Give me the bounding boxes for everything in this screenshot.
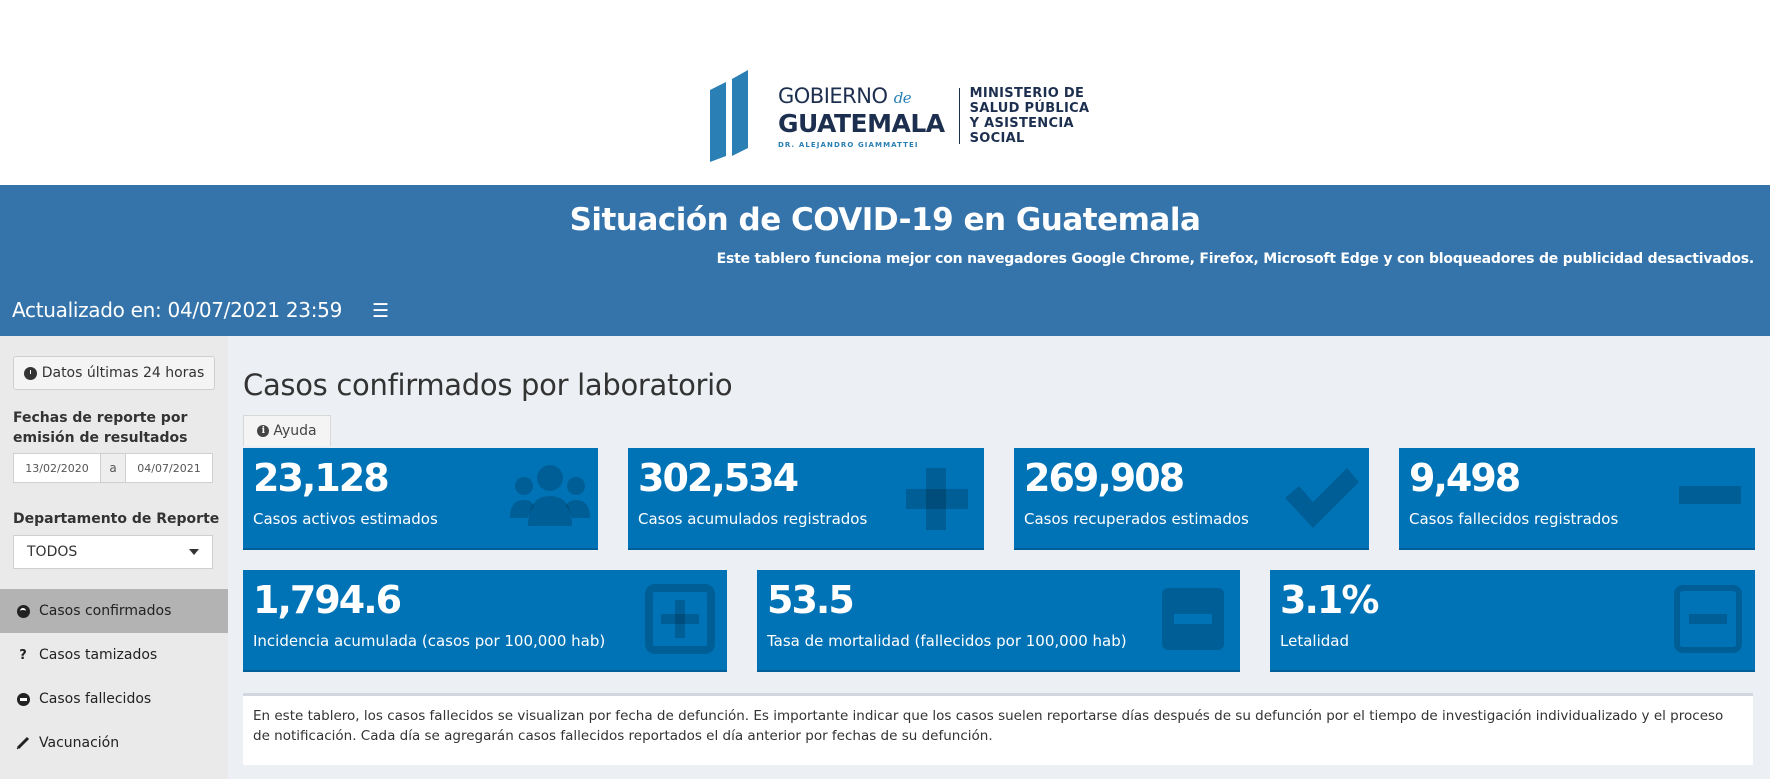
date-range-label: Fechas de reporte por emisión de resulta… bbox=[13, 410, 188, 446]
logo-divider bbox=[958, 88, 960, 144]
value-box-number: 302,534 bbox=[638, 456, 799, 500]
value-box-number: 9,498 bbox=[1409, 456, 1521, 500]
logo-presidente: DR. ALEJANDRO GIAMMATTEI bbox=[778, 140, 919, 149]
help-tab[interactable]: i Ayuda bbox=[243, 415, 331, 446]
sidebar-item-label: Vacunación bbox=[39, 735, 120, 751]
logo-wordmark: GOBIERNO de GUATEMALA DR. ALEJANDRO GIAM… bbox=[778, 84, 945, 149]
date-range-separator: a bbox=[100, 454, 126, 482]
updated-timestamp: Actualizado en: 04/07/2021 23:59 bbox=[12, 298, 342, 322]
users-icon bbox=[510, 465, 590, 526]
sidebar-item-label: Casos confirmados bbox=[39, 603, 172, 619]
last-24h-button[interactable]: Datos últimas 24 horas bbox=[13, 356, 215, 390]
sidebar-item-label: Casos tamizados bbox=[39, 647, 158, 663]
value-box-casos-fallecidos: 9,498 Casos fallecidos registrados bbox=[1399, 448, 1755, 550]
dashboard-icon bbox=[16, 604, 30, 618]
logo-ministerio: MINISTERIO DE SALUD PÚBLICA Y ASISTENCIA… bbox=[969, 86, 1090, 146]
department-label: Departamento de Reporte bbox=[13, 511, 220, 527]
help-label: Ayuda bbox=[273, 423, 317, 439]
info-note: En este tablero, los casos fallecidos se… bbox=[243, 693, 1753, 765]
value-box-number: 23,128 bbox=[253, 456, 390, 500]
department-select[interactable]: TODOS bbox=[13, 535, 213, 569]
value-box-tasa-mortalidad: 53.5 Tasa de mortalidad (fallecidos por … bbox=[757, 570, 1240, 672]
sidebar-item-casos-confirmados[interactable]: Casos confirmados bbox=[0, 589, 228, 633]
value-box-number: 1,794.6 bbox=[253, 578, 402, 622]
value-box-incidencia: 1,794.6 Incidencia acumulada (casos por … bbox=[243, 570, 727, 672]
plus-icon bbox=[906, 468, 968, 530]
value-box-label: Casos activos estimados bbox=[253, 510, 438, 528]
dashboard-header: Situación de COVID-19 en Guatemala Este … bbox=[0, 185, 1770, 336]
value-box-label: Casos recuperados estimados bbox=[1024, 510, 1249, 528]
value-box-label: Tasa de mortalidad (fallecidos por 100,0… bbox=[767, 632, 1127, 650]
clock-icon bbox=[23, 366, 37, 380]
value-box-casos-recuperados: 269,908 Casos recuperados estimados bbox=[1014, 448, 1369, 550]
date-from-input[interactable] bbox=[14, 454, 100, 482]
page-title: Situación de COVID-19 en Guatemala bbox=[569, 202, 1201, 238]
minus-icon bbox=[1679, 486, 1741, 504]
logo-guatemala: GUATEMALA bbox=[778, 108, 945, 138]
browser-note: Este tablero funciona mejor con navegado… bbox=[716, 251, 1755, 267]
last-24h-label: Datos últimas 24 horas bbox=[41, 365, 205, 381]
sidebar: Datos últimas 24 horas Fechas de reporte… bbox=[0, 336, 228, 779]
sidebar-item-casos-tamizados[interactable]: ? Casos tamizados bbox=[0, 633, 228, 677]
guatemala-logo-mark-icon bbox=[710, 70, 748, 162]
date-to-input[interactable] bbox=[126, 454, 212, 482]
hamburger-icon[interactable]: ☰ bbox=[372, 300, 390, 322]
date-range-picker: a bbox=[13, 453, 213, 483]
value-box-number: 53.5 bbox=[767, 578, 855, 622]
section-title: Casos confirmados por laboratorio bbox=[243, 368, 733, 402]
value-box-label: Casos fallecidos registrados bbox=[1409, 510, 1619, 528]
minus-square-icon bbox=[1162, 588, 1224, 650]
sidebar-item-label: Casos fallecidos bbox=[39, 691, 152, 707]
government-logo: GOBIERNO de GUATEMALA DR. ALEJANDRO GIAM… bbox=[708, 70, 1089, 162]
value-box-letalidad: 3.1% Letalidad bbox=[1270, 570, 1755, 672]
logo-bar: GOBIERNO de GUATEMALA DR. ALEJANDRO GIAM… bbox=[0, 0, 1770, 185]
department-select-value: TODOS bbox=[27, 544, 78, 560]
value-box-number: 269,908 bbox=[1024, 456, 1185, 500]
value-box-casos-acumulados: 302,534 Casos acumulados registrados bbox=[628, 448, 984, 550]
info-icon: i bbox=[257, 425, 270, 437]
check-icon bbox=[1285, 468, 1359, 528]
syringe-icon bbox=[16, 736, 30, 750]
value-box-casos-activos: 23,128 Casos activos estimados bbox=[243, 448, 598, 550]
value-box-label: Letalidad bbox=[1280, 632, 1349, 650]
sidebar-item-vacunacion[interactable]: Vacunación bbox=[0, 721, 228, 765]
minus-square-outline-icon bbox=[1674, 585, 1742, 653]
value-box-number: 3.1% bbox=[1280, 578, 1379, 622]
value-box-label: Incidencia acumulada (casos por 100,000 … bbox=[253, 632, 606, 650]
value-box-label: Casos acumulados registrados bbox=[638, 510, 868, 528]
sidebar-menu: Casos confirmados ? Casos tamizados Caso… bbox=[0, 589, 228, 765]
minus-circle-icon bbox=[16, 692, 30, 706]
question-icon: ? bbox=[19, 647, 27, 663]
logo-gobierno: GOBIERNO de bbox=[778, 83, 912, 108]
plus-square-icon bbox=[645, 584, 715, 654]
sidebar-item-casos-fallecidos[interactable]: Casos fallecidos bbox=[0, 677, 228, 721]
caret-down-icon bbox=[189, 549, 199, 555]
